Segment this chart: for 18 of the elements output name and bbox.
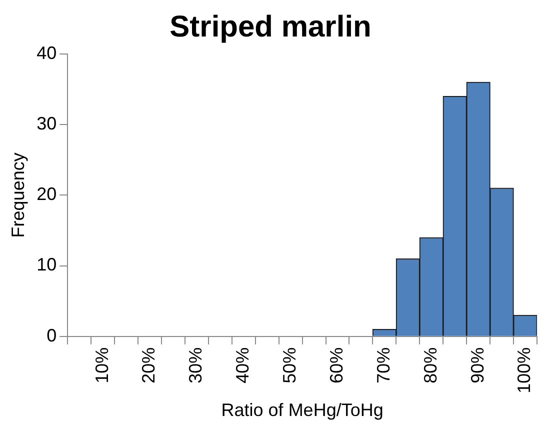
y-tick-label: 0: [46, 325, 57, 346]
y-tick-label: 20: [36, 184, 57, 204]
x-tick-label: 30%: [186, 347, 206, 384]
x-tick-label: 10%: [92, 347, 112, 384]
x-tick-label: 80%: [420, 347, 440, 384]
y-tick-label: 30: [36, 114, 57, 134]
y-axis-title: Frequency: [8, 152, 28, 238]
y-tick-label: 10: [36, 254, 57, 275]
chart-title: Striped marlin: [170, 10, 372, 44]
x-tick-label: 70%: [373, 347, 394, 384]
x-tick-label: 60%: [326, 347, 346, 384]
x-tick-label: 90%: [467, 347, 488, 384]
x-tick-label: 50%: [280, 347, 300, 384]
x-axis-title: Ratio of MeHg/ToHg: [221, 400, 384, 420]
x-tick-label: 40%: [232, 347, 253, 384]
x-tick-label: 20%: [138, 347, 159, 384]
y-tick-label: 40: [36, 42, 57, 63]
x-tick-label: 100%: [514, 347, 534, 394]
